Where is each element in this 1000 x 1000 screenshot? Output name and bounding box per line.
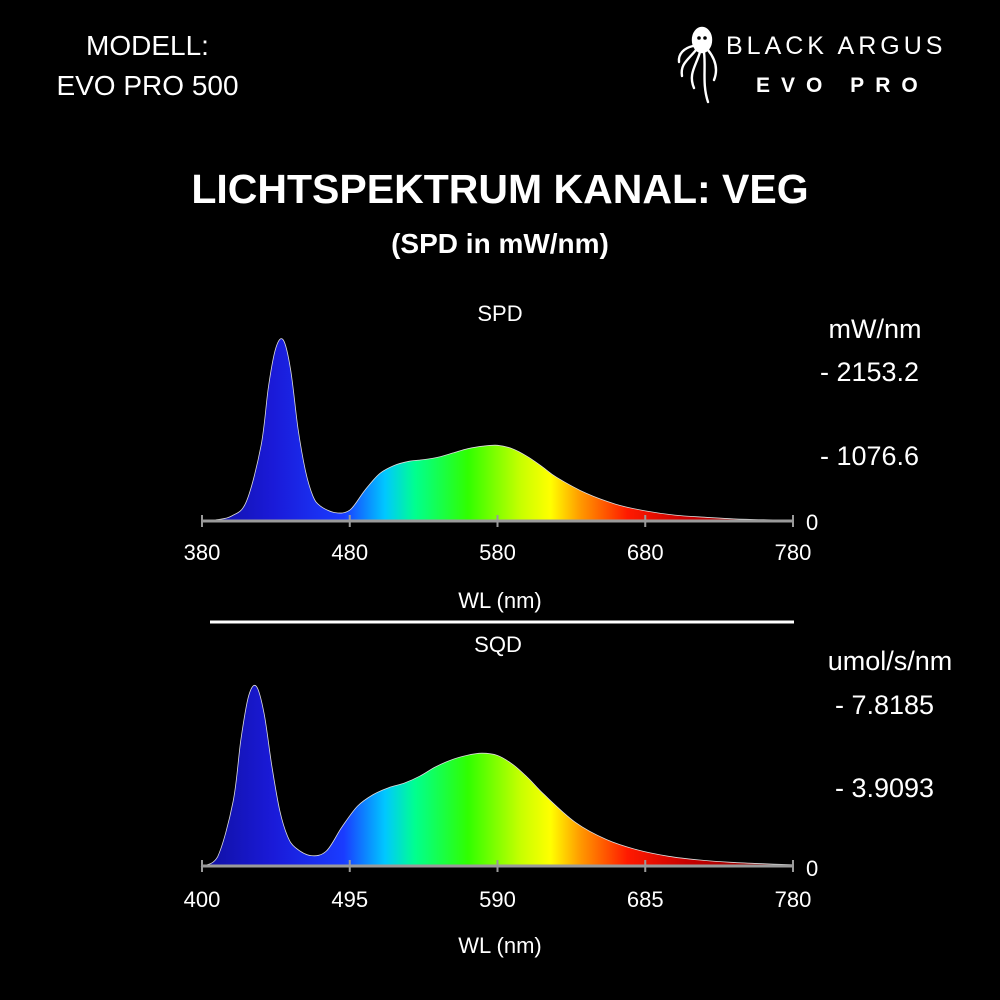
spd-x-tick-label-4: 780	[775, 540, 812, 565]
sqd-x-tick-label-3: 685	[627, 887, 664, 912]
sqd-x-tick-label-0: 400	[184, 887, 221, 912]
model-label: MODELL:	[86, 30, 209, 61]
sqd-y-tick-mid: - 3.9093	[835, 773, 934, 803]
sqd-y-tick-max: - 7.8185	[835, 690, 934, 720]
spd-x-tick-label-2: 580	[479, 540, 516, 565]
page-subtitle: (SPD in mW/nm)	[391, 228, 609, 259]
spd-y-tick-mid: - 1076.6	[820, 441, 919, 471]
sqd-x-tick-label-2: 590	[479, 887, 516, 912]
spd-chart-title: SPD	[477, 301, 522, 326]
spd-x-tick-label-3: 680	[627, 540, 664, 565]
octopus-icon	[677, 26, 718, 104]
sqd-y-unit: umol/s/nm	[828, 646, 953, 676]
spd-x-axis-label: WL (nm)	[458, 588, 542, 613]
sqd-y-tick-zero: 0	[806, 856, 818, 881]
spd-x-tick-label-1: 480	[331, 540, 368, 565]
spd-area	[201, 338, 794, 522]
spd-y-tick-max: - 2153.2	[820, 357, 919, 387]
model-value: EVO PRO 500	[56, 70, 239, 101]
sqd-area	[200, 684, 794, 867]
brand-logo: BLACK ARGUS EVO PRO	[676, 24, 976, 110]
page-title: LICHTSPEKTRUM KANAL: VEG	[191, 166, 809, 212]
spd-y-unit: mW/nm	[829, 314, 922, 344]
sqd-x-tick-label-1: 495	[331, 887, 368, 912]
model-info: MODELL: EVO PRO 500	[40, 26, 255, 106]
brand-name: BLACK ARGUS	[726, 32, 947, 60]
spd-y-tick-zero: 0	[806, 510, 818, 535]
sqd-chart-title: SQD	[474, 632, 522, 657]
sqd-x-axis-label: WL (nm)	[458, 933, 542, 958]
sqd-chart: SQD 400 495 590 685 780 WL (nm) umol/s/nm - …	[184, 632, 953, 958]
spd-chart: SPD 380 480 580 680 780 WL (nm) mW/nm - 2153…	[184, 301, 922, 613]
brand-sub: EVO PRO	[756, 74, 929, 97]
spd-x-tick-label-0: 380	[184, 540, 221, 565]
sqd-x-tick-label-4: 780	[775, 887, 812, 912]
